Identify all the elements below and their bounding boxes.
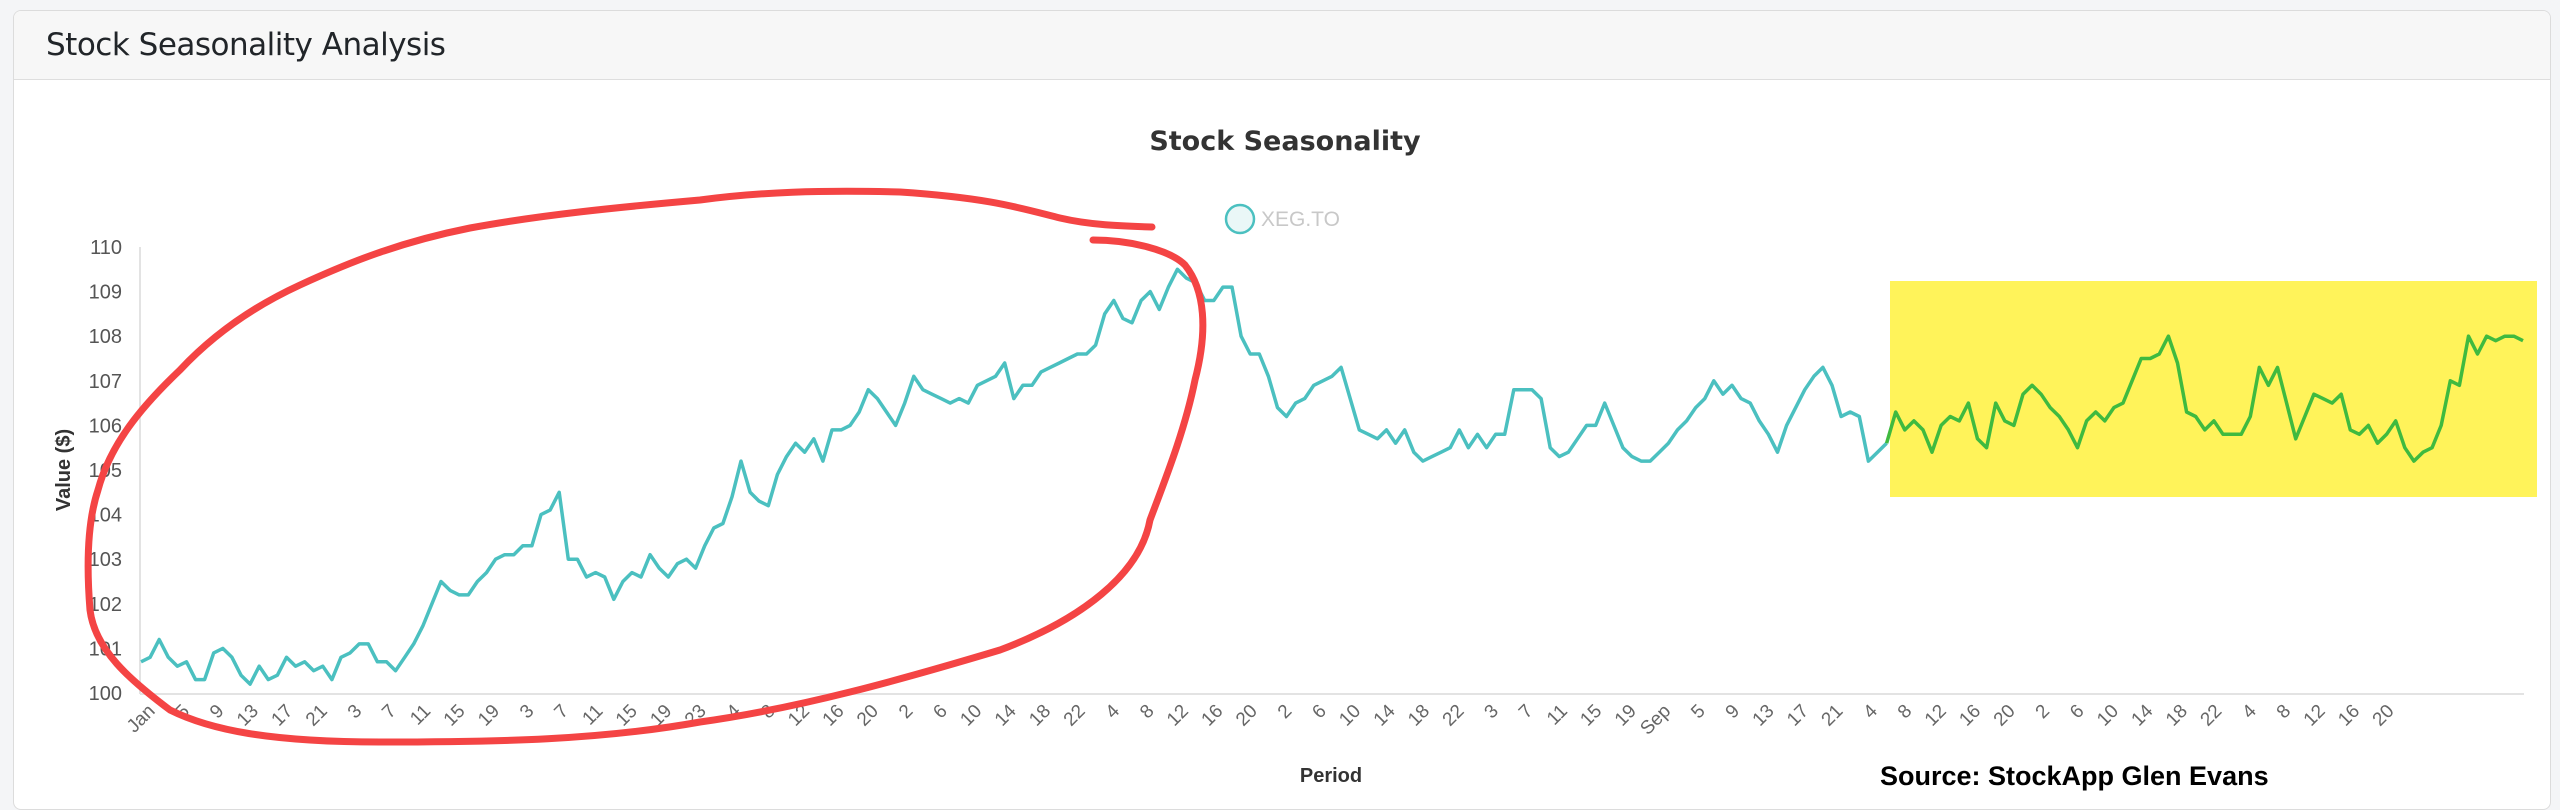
x-tick-label: 9 bbox=[206, 701, 228, 723]
x-tick-label: 21 bbox=[1818, 701, 1848, 731]
y-tick-label: 100 bbox=[89, 683, 122, 705]
x-tick-label: 11 bbox=[579, 701, 608, 730]
x-tick-label: 8 bbox=[2273, 701, 2295, 723]
x-tick-label: 4 bbox=[1860, 700, 1883, 723]
annotation-red-circle bbox=[84, 187, 1207, 746]
x-tick-label: 9 bbox=[1722, 701, 1744, 723]
x-tick-label: 20 bbox=[2369, 701, 2399, 731]
x-tick-label: Jan bbox=[123, 701, 160, 738]
y-tick-label: 108 bbox=[89, 326, 122, 348]
x-tick-label: 17 bbox=[268, 701, 298, 731]
x-tick-label: 3 bbox=[344, 701, 366, 723]
x-tick-label: 10 bbox=[1335, 701, 1365, 731]
y-axis-title: Value ($) bbox=[53, 429, 75, 511]
x-tick-label: 7 bbox=[551, 701, 573, 723]
x-tick-label: 16 bbox=[1198, 701, 1228, 731]
series-line-xeg[interactable] bbox=[140, 267, 1888, 686]
y-tick-label: 107 bbox=[89, 371, 122, 393]
x-tick-label: 15 bbox=[612, 701, 642, 731]
card-header: Stock Seasonality Analysis bbox=[14, 11, 2550, 80]
x-tick-label: 15 bbox=[440, 701, 470, 731]
source-note: Source: StockApp Glen Evans bbox=[1880, 761, 2269, 791]
x-tick-label: 6 bbox=[929, 701, 951, 723]
x-tick-label: 22 bbox=[1439, 701, 1469, 731]
x-tick-label: 18 bbox=[2162, 701, 2192, 731]
legend-marker-icon bbox=[1224, 203, 1256, 235]
x-tick-label: 11 bbox=[406, 701, 435, 730]
x-tick-label: 16 bbox=[1955, 701, 1985, 731]
x-tick-label: 13 bbox=[233, 701, 263, 731]
legend-label: XEG.TO bbox=[1261, 208, 1340, 231]
x-tick-label: 6 bbox=[1308, 701, 1330, 723]
x-tick-label: 22 bbox=[1060, 701, 1090, 731]
x-tick-label: 17 bbox=[1783, 701, 1813, 731]
highlight-box bbox=[1890, 281, 2537, 497]
x-tick-label: 2 bbox=[895, 701, 917, 723]
x-tick-label: 4 bbox=[1102, 700, 1125, 723]
y-tick-label: 106 bbox=[89, 415, 122, 437]
y-tick-label: 102 bbox=[89, 594, 122, 616]
y-tick-label: 109 bbox=[89, 282, 122, 304]
x-tick-label: 16 bbox=[819, 701, 849, 731]
x-tick-label: 19 bbox=[1611, 701, 1641, 731]
x-tick-label: 14 bbox=[1370, 700, 1400, 730]
x-tick-label: 11 bbox=[1543, 701, 1572, 730]
series-line-highlighted[interactable] bbox=[1884, 334, 2524, 463]
x-axis-title: Period bbox=[1300, 765, 1362, 787]
x-tick-label: 8 bbox=[1136, 701, 1158, 723]
x-tick-label: 5 bbox=[1687, 701, 1709, 723]
y-tick-label: 110 bbox=[90, 237, 122, 259]
x-tick-label: 7 bbox=[1515, 701, 1537, 723]
chart-title: Stock Seasonality bbox=[1149, 126, 1421, 157]
x-tick-label: 20 bbox=[1990, 701, 2020, 731]
x-tick-label: 8 bbox=[1894, 701, 1916, 723]
x-tick-label: 20 bbox=[853, 701, 883, 731]
x-tick-label: 14 bbox=[2128, 700, 2158, 730]
x-tick-label: 10 bbox=[956, 701, 986, 731]
x-tick-label: 7 bbox=[378, 701, 400, 723]
legend[interactable]: XEG.TO bbox=[1224, 203, 1340, 235]
x-tick-label: 15 bbox=[1576, 701, 1606, 731]
x-tick-label: 20 bbox=[1232, 701, 1262, 731]
x-tick-label: 12 bbox=[1921, 701, 1951, 731]
x-tick-label: 3 bbox=[1481, 701, 1503, 723]
x-tick-label: 4 bbox=[2238, 700, 2261, 723]
y-tick-label: 103 bbox=[89, 549, 122, 571]
x-tick-label: 12 bbox=[1163, 701, 1193, 731]
x-tick-label: 21 bbox=[302, 701, 332, 731]
x-tick-label: 2 bbox=[2032, 701, 2054, 723]
x-tick-label: 14 bbox=[991, 700, 1021, 730]
card-title: Stock Seasonality Analysis bbox=[46, 27, 446, 63]
x-tick-label: 6 bbox=[2066, 701, 2088, 723]
x-tick-label: 12 bbox=[2300, 701, 2330, 731]
x-tick-label: Sep bbox=[1636, 701, 1675, 740]
x-tick-label: 18 bbox=[1025, 701, 1055, 731]
x-tick-label: 22 bbox=[2197, 701, 2227, 731]
x-tick-label: 2 bbox=[1274, 701, 1296, 723]
x-tick-label: 13 bbox=[1749, 701, 1779, 731]
x-tick-label: 18 bbox=[1404, 701, 1434, 731]
x-tick-label: 10 bbox=[2093, 701, 2123, 731]
x-tick-label: 19 bbox=[474, 701, 504, 731]
y-tick-label: 104 bbox=[89, 505, 122, 527]
x-tick-label: 16 bbox=[2334, 701, 2364, 731]
x-axis-ticks: Jan 5 9 13 17 21 3 7 11 15 19 3 7 11 15 19 23 4 8 12 16 20 2 6 1… bbox=[123, 700, 2399, 739]
x-tick-label: 3 bbox=[516, 701, 538, 723]
